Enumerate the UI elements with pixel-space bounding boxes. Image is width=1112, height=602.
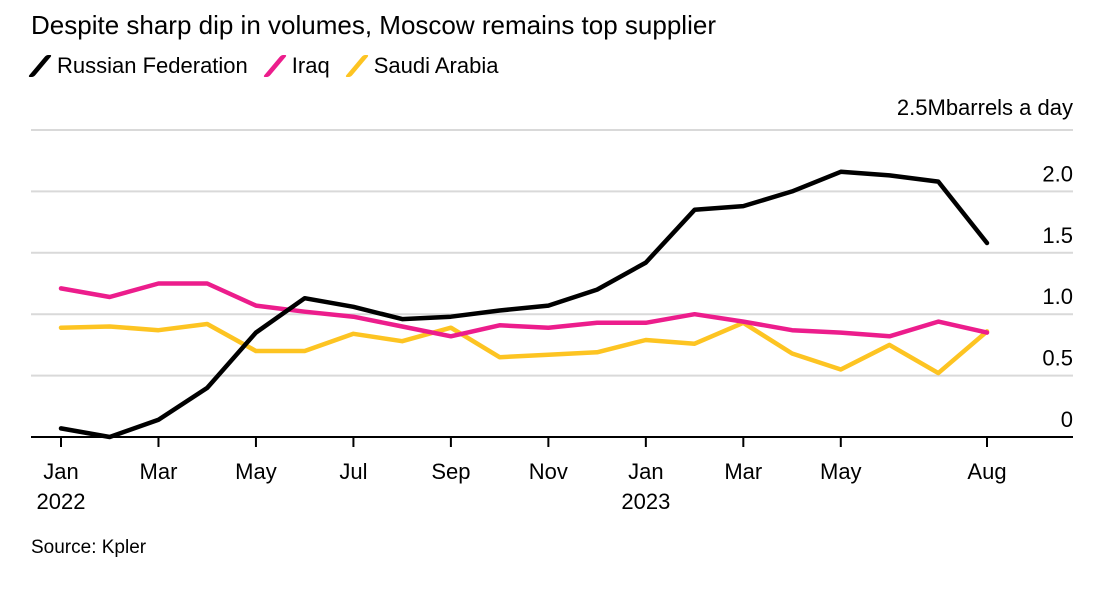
x-tick-label: Jul (339, 459, 367, 484)
y-tick-label: 1.0 (1042, 284, 1073, 309)
legend-label-saudi: Saudi Arabia (373, 53, 499, 78)
x-tick-label: May (820, 459, 862, 484)
y-tick-label: 1.5 (1042, 223, 1073, 248)
x-tick-label: Jan (43, 459, 78, 484)
grid-layer (31, 129, 1073, 377)
x-tick-label: Aug (967, 459, 1006, 484)
x-tick-label: May (235, 459, 277, 484)
x-tick-year-label: 2022 (37, 489, 86, 514)
chart-legend: Russian Federation Iraq Saudi Arabia (27, 53, 516, 79)
source-note: Source: Kpler (31, 537, 147, 558)
x-tick-year-label: 2023 (621, 489, 670, 514)
y-tick-label: 0.5 (1042, 346, 1073, 371)
x-tick-label: Sep (431, 459, 470, 484)
y-axis-unit-label: 2.5Mbarrels a day (897, 95, 1073, 120)
x-tick-label: Mar (140, 459, 178, 484)
series-layer (58, 169, 990, 440)
legend-item-iraq: Iraq (262, 53, 330, 79)
legend-item-russia: Russian Federation (27, 53, 248, 79)
x-tick-label: Jan (628, 459, 663, 484)
chart-title: Despite sharp dip in volumes, Moscow rem… (31, 10, 716, 40)
y-tick-label: 2.0 (1042, 161, 1073, 186)
series-line-iraq (58, 281, 990, 339)
x-tick-label: Mar (724, 459, 762, 484)
x-tick-label: Nov (529, 459, 568, 484)
legend-label-russia: Russian Federation (57, 53, 248, 78)
legend-label-iraq: Iraq (291, 53, 330, 78)
y-tick-label: 0 (1061, 407, 1073, 432)
series-line-saudi-arabia (58, 320, 990, 376)
axis-layer: 0 0.5 1.0 1.5 2.0 2.5Mbarrels a day Jan 2022 Mar… (31, 95, 1073, 514)
series-line-russian-federation (58, 169, 990, 440)
legend-item-saudi: Saudi Arabia (344, 53, 499, 79)
